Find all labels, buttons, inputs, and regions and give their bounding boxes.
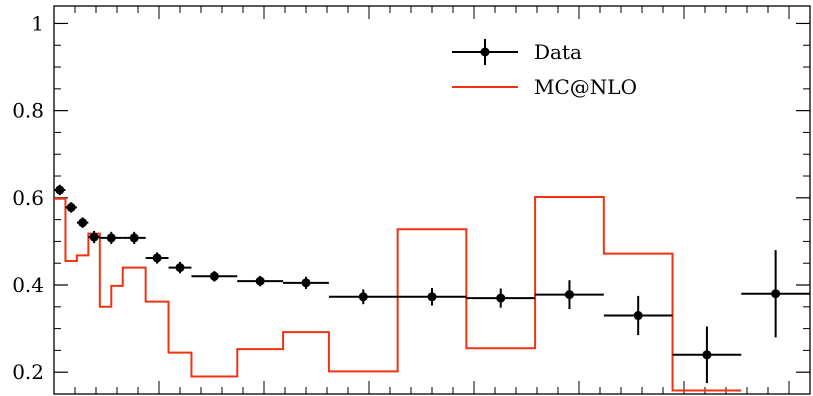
data-point (603, 295, 673, 336)
data-point (328, 289, 398, 305)
data-point (535, 280, 604, 309)
data-marker (301, 278, 311, 288)
data-point (65, 202, 77, 213)
data-point (145, 252, 169, 264)
data-marker (78, 218, 88, 228)
data-point (191, 271, 238, 282)
legend-entry-mc: MC@NLO (452, 75, 637, 99)
legend: Data MC@NLO (452, 39, 637, 99)
axis-ticks (54, 6, 810, 394)
data-marker (106, 233, 116, 243)
mc-series (54, 195, 742, 392)
mc-step-line (54, 195, 742, 392)
data-marker (496, 293, 506, 303)
data-marker (129, 233, 139, 243)
data-marker (633, 311, 643, 321)
data-point (168, 261, 192, 274)
data-point (237, 275, 284, 287)
legend-mc-label: MC@NLO (534, 75, 637, 99)
y-tick-label: 0.8 (12, 99, 44, 123)
data-point (122, 231, 146, 245)
data-marker (152, 253, 162, 263)
data-marker (771, 289, 781, 299)
data-marker (564, 290, 574, 300)
data-point (88, 230, 100, 244)
data-marker (427, 292, 437, 302)
legend-data-label: Data (534, 40, 582, 64)
data-marker (255, 276, 265, 286)
data-point (283, 276, 329, 289)
y-tick-labels: 0.2 0.4 0.6 0.8 1 (12, 11, 44, 384)
data-point (672, 326, 742, 384)
data-point (54, 184, 66, 196)
data-point (466, 288, 536, 308)
data-marker (209, 271, 219, 281)
plot-frame (53, 5, 811, 395)
y-tick-label: 1 (31, 11, 44, 35)
data-point (397, 288, 467, 306)
y-tick-label: 0.2 (12, 360, 44, 384)
data-marker (175, 263, 185, 273)
data-point (99, 231, 123, 245)
legend-entry-data: Data (452, 39, 582, 65)
data-series (54, 184, 810, 384)
data-marker (89, 232, 99, 242)
data-marker (358, 292, 368, 302)
data-point (76, 217, 89, 228)
plot-border (53, 5, 811, 395)
data-point (741, 250, 810, 338)
legend-data-marker (480, 47, 490, 57)
data-marker (55, 185, 65, 195)
data-marker (66, 202, 76, 212)
y-tick-label: 0.6 (12, 186, 44, 210)
data-marker (702, 350, 712, 360)
y-tick-label: 0.4 (12, 273, 44, 297)
